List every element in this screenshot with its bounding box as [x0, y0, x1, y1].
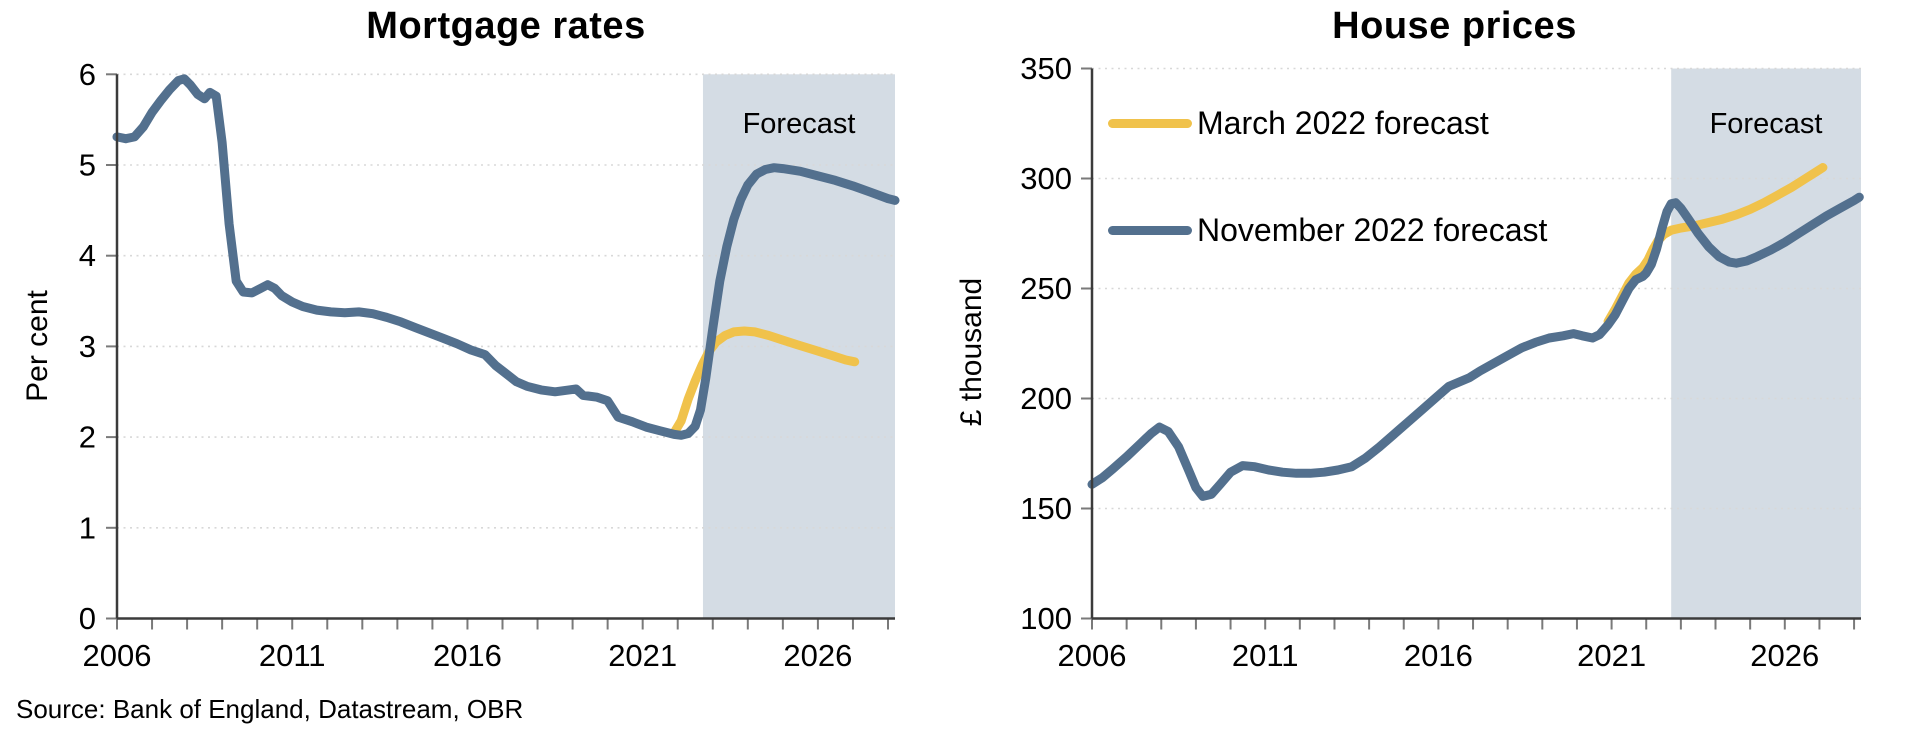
y-tick-label: 0	[79, 601, 96, 636]
x-tick-label: 2026	[783, 638, 852, 673]
right-chart-title: House prices	[1332, 5, 1577, 47]
y-tick-label: 300	[1020, 161, 1072, 196]
y-tick-label: 5	[79, 148, 96, 183]
x-tick-label: 2011	[1232, 638, 1299, 673]
november-forecast-swatch-icon	[1108, 225, 1192, 235]
y-tick-label: 4	[79, 238, 96, 273]
x-tick-label: 2021	[608, 638, 677, 673]
march-forecast-swatch-icon	[1108, 118, 1192, 128]
legend-label-march: March 2022 forecast	[1197, 105, 1489, 141]
legend-item-november-2022: November 2022 forecast	[1108, 210, 1547, 250]
x-tick-label: 2021	[1577, 638, 1646, 673]
source-note: Source: Bank of England, Datastream, OBR	[16, 694, 524, 724]
y-tick-label: 250	[1020, 271, 1072, 306]
y-tick-label: 350	[1020, 51, 1072, 86]
x-tick-label: 2016	[1404, 638, 1473, 673]
legend-item-march-2022: March 2022 forecast	[1108, 103, 1489, 143]
legend-label-november: November 2022 forecast	[1197, 212, 1548, 248]
y-tick-label: 6	[79, 57, 96, 92]
series-line-november-2022-forecast	[112, 74, 900, 440]
y-tick-label: 1	[79, 510, 96, 545]
y-tick-label: 3	[79, 329, 96, 364]
x-tick-label: 2006	[1058, 638, 1127, 673]
series-line-march-2022-forecast	[669, 326, 860, 438]
y-tick-label: 2	[79, 420, 96, 455]
mortgage-rates-plot: 0 1 2 3 4 5 6 2006 2011 2016 2021 2026	[79, 57, 900, 673]
left-forecast-annotation: Forecast	[742, 108, 856, 140]
house-prices-plot: 100 150 200 250 300 350 2006 2011 2016 2021 2026	[1020, 51, 1864, 673]
right-y-axis-title: £ thousand	[955, 277, 988, 427]
x-tick-label: 2011	[259, 638, 326, 673]
x-tick-label: 2026	[1750, 638, 1819, 673]
left-y-axis-title: Per cent	[21, 290, 54, 402]
forecast-band	[1671, 68, 1861, 619]
x-tick-label: 2006	[83, 638, 152, 673]
y-tick-label: 100	[1020, 601, 1072, 636]
y-tick-label: 200	[1020, 381, 1072, 416]
left-chart-title: Mortgage rates	[366, 5, 646, 47]
x-tick-label: 2016	[433, 638, 502, 673]
series-line-november-2022-forecast	[1087, 192, 1864, 501]
y-tick-label: 150	[1020, 491, 1072, 526]
right-forecast-annotation: Forecast	[1709, 108, 1823, 140]
